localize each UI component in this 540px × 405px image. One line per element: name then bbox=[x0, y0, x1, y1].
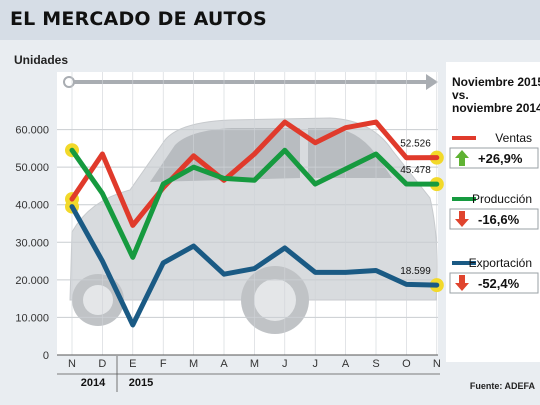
x-tick-label: D bbox=[98, 358, 106, 370]
x-tick-label: N bbox=[433, 358, 441, 370]
page-title: EL MERCADO DE AUTOS bbox=[10, 8, 267, 30]
x-tick-label: A bbox=[342, 358, 350, 370]
x-tick-label: A bbox=[220, 358, 228, 370]
x-tick-label: J bbox=[312, 358, 318, 370]
x-tick-label: O bbox=[402, 358, 411, 370]
car-window-rear bbox=[308, 128, 392, 178]
arrow-up-icon bbox=[455, 150, 469, 166]
year-label: 2014 bbox=[81, 377, 106, 389]
change-box bbox=[449, 147, 539, 169]
y-tick-label: 50.000 bbox=[15, 162, 49, 174]
y-tick-label: 60.000 bbox=[15, 125, 49, 137]
arrow-down-icon bbox=[455, 275, 469, 291]
end-value-label: 45.478 bbox=[400, 165, 431, 176]
timeline-arrow-head bbox=[426, 74, 438, 90]
source-note: Fuente: ADEFA bbox=[470, 381, 536, 391]
change-value: -52,4% bbox=[478, 276, 520, 291]
car-rim-rear bbox=[83, 285, 113, 315]
y-tick-label: 30.000 bbox=[15, 237, 49, 249]
legend-label: Producción bbox=[472, 192, 532, 206]
y-tick-label: 40.000 bbox=[15, 200, 49, 212]
end-value-label: 18.599 bbox=[400, 266, 431, 277]
car-rim-front bbox=[254, 279, 296, 321]
x-tick-label: M bbox=[250, 358, 259, 370]
change-box bbox=[449, 208, 539, 230]
change-value: +26,9% bbox=[478, 151, 523, 166]
y-tick-label: 0 bbox=[43, 350, 49, 362]
y-tick-label: 20.000 bbox=[15, 275, 49, 287]
x-tick-label: N bbox=[68, 358, 76, 370]
legend-label: Exportación bbox=[469, 256, 532, 270]
x-tick-label: S bbox=[372, 358, 379, 370]
year-label: 2015 bbox=[129, 377, 153, 389]
comparison-heading: noviembre 2014 bbox=[452, 101, 540, 115]
x-tick-label: J bbox=[282, 358, 288, 370]
comparison-heading: vs. bbox=[452, 88, 469, 102]
end-value-label: 52.526 bbox=[400, 139, 431, 150]
legend-label: Ventas bbox=[495, 131, 532, 145]
x-tick-label: M bbox=[189, 358, 198, 370]
y-axis-label: Unidades bbox=[14, 53, 69, 67]
change-box bbox=[449, 272, 539, 294]
x-tick-label: F bbox=[160, 358, 167, 370]
header-bar bbox=[0, 0, 540, 40]
change-value: -16,6% bbox=[478, 212, 520, 227]
x-tick-label: E bbox=[129, 358, 136, 370]
timeline-start-circle bbox=[63, 76, 75, 88]
y-tick-label: 10.000 bbox=[15, 312, 49, 324]
arrow-down-icon bbox=[455, 211, 469, 227]
comparison-heading: Noviembre 2015 bbox=[452, 75, 540, 89]
